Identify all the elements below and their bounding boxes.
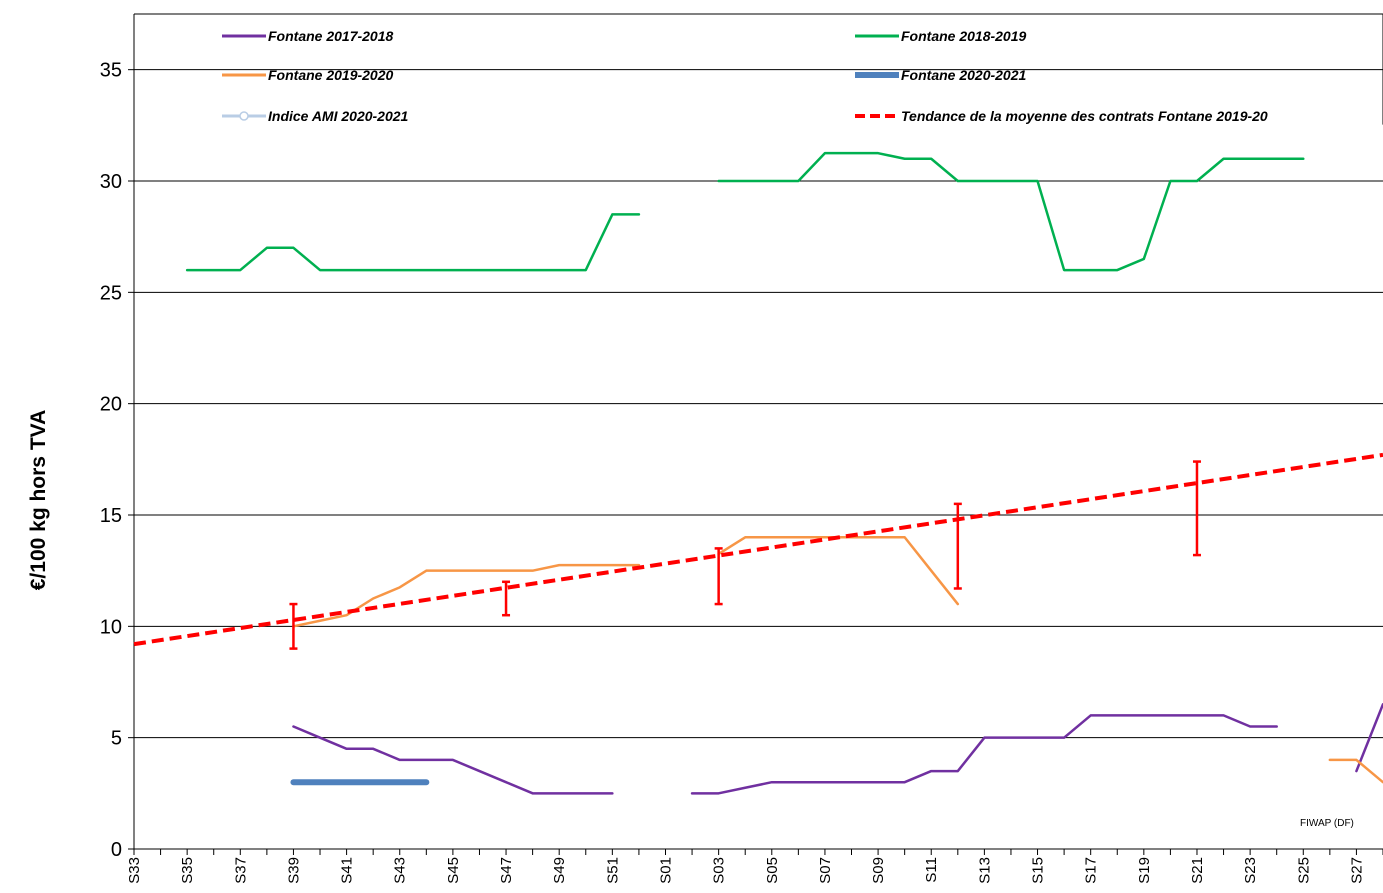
x-tick-label: S39	[285, 857, 302, 884]
y-tick-label: 35	[100, 60, 122, 82]
x-tick-label: S47	[498, 857, 515, 884]
series-line	[1355, 703, 1383, 773]
legend-label: Fontane 2017-2018	[268, 28, 393, 44]
series-line	[1328, 758, 1383, 784]
x-tick-label: S13	[976, 857, 993, 884]
y-tick-labels: 0 5 10 15 20 25 30 35	[100, 60, 122, 861]
x-tick-label: S21	[1189, 857, 1206, 884]
y-tick-label: 20	[100, 394, 122, 416]
error-bars	[289, 460, 1201, 650]
legend-label: Tendance de la moyenne des contrats Font…	[901, 108, 1268, 124]
series-lines	[133, 151, 1383, 795]
x-tick-label: S45	[445, 857, 462, 884]
x-tick-label: S11	[923, 857, 940, 883]
x-tick-label: S37	[232, 857, 249, 884]
legend-entry: Fontane 2019-2020	[222, 67, 393, 83]
legend-marker	[239, 111, 249, 121]
credit-label: FIWAP (DF)	[1300, 818, 1354, 829]
legend: Fontane 2017-2018 Fontane 2018-2019 Fontan…	[222, 28, 1268, 124]
legend-label: Fontane 2018-2019	[901, 28, 1026, 44]
x-tick-label: S33	[126, 857, 143, 884]
y-tick-label: 10	[100, 616, 122, 638]
x-tick-label: S05	[764, 857, 781, 884]
x-tick-label: S35	[179, 857, 196, 884]
legend-entry: Fontane 2018-2019	[855, 28, 1026, 44]
x-tick-label: S41	[339, 857, 356, 884]
x-tick-label: S09	[870, 857, 887, 884]
y-tick-label: 15	[100, 505, 122, 527]
x-tick-label: S27	[1348, 857, 1365, 884]
series-line	[185, 213, 641, 272]
legend-entry: Fontane 2020-2021	[855, 67, 1026, 83]
series-line	[717, 536, 960, 606]
legend-label: Fontane 2020-2021	[901, 67, 1026, 83]
legend-entry: Fontane 2017-2018	[222, 28, 393, 44]
x-tick-label: S51	[604, 857, 621, 884]
y-axis-label: €/100 kg hors TVA	[27, 410, 50, 591]
x-tick-label: S17	[1083, 857, 1100, 884]
x-tick-label: S25	[1295, 857, 1312, 884]
x-tick-label: S03	[711, 857, 728, 884]
x-tick-labels: S33 S35 S37 S39 S41 S43 S45 S47 S49 S51 S01 S03 S05 S…	[126, 857, 1365, 884]
series-line	[690, 714, 1278, 795]
x-tick-label: S01	[657, 857, 674, 884]
y-tick-label: 0	[111, 839, 122, 861]
series-line	[717, 151, 1305, 272]
x-tick-label: S15	[1030, 857, 1047, 884]
legend-entry: Indice AMI 2020-2021	[222, 108, 409, 124]
series-line	[292, 725, 614, 795]
y-tick-label: 25	[100, 282, 122, 304]
x-tick-label: S19	[1136, 857, 1153, 884]
legend-label: Fontane 2019-2020	[268, 67, 393, 83]
legend-entry: Tendance de la moyenne des contrats Font…	[855, 108, 1268, 124]
x-tick-label: S23	[1242, 857, 1259, 884]
y-tick-label: 30	[100, 171, 122, 193]
legend-label: Indice AMI 2020-2021	[268, 108, 409, 124]
axes	[128, 14, 1383, 855]
x-tick-label: S49	[551, 857, 568, 884]
y-tick-label: 5	[111, 728, 122, 750]
trend-line	[133, 452, 1383, 647]
x-tick-label: S07	[817, 857, 834, 884]
x-tick-label: S43	[392, 857, 409, 884]
